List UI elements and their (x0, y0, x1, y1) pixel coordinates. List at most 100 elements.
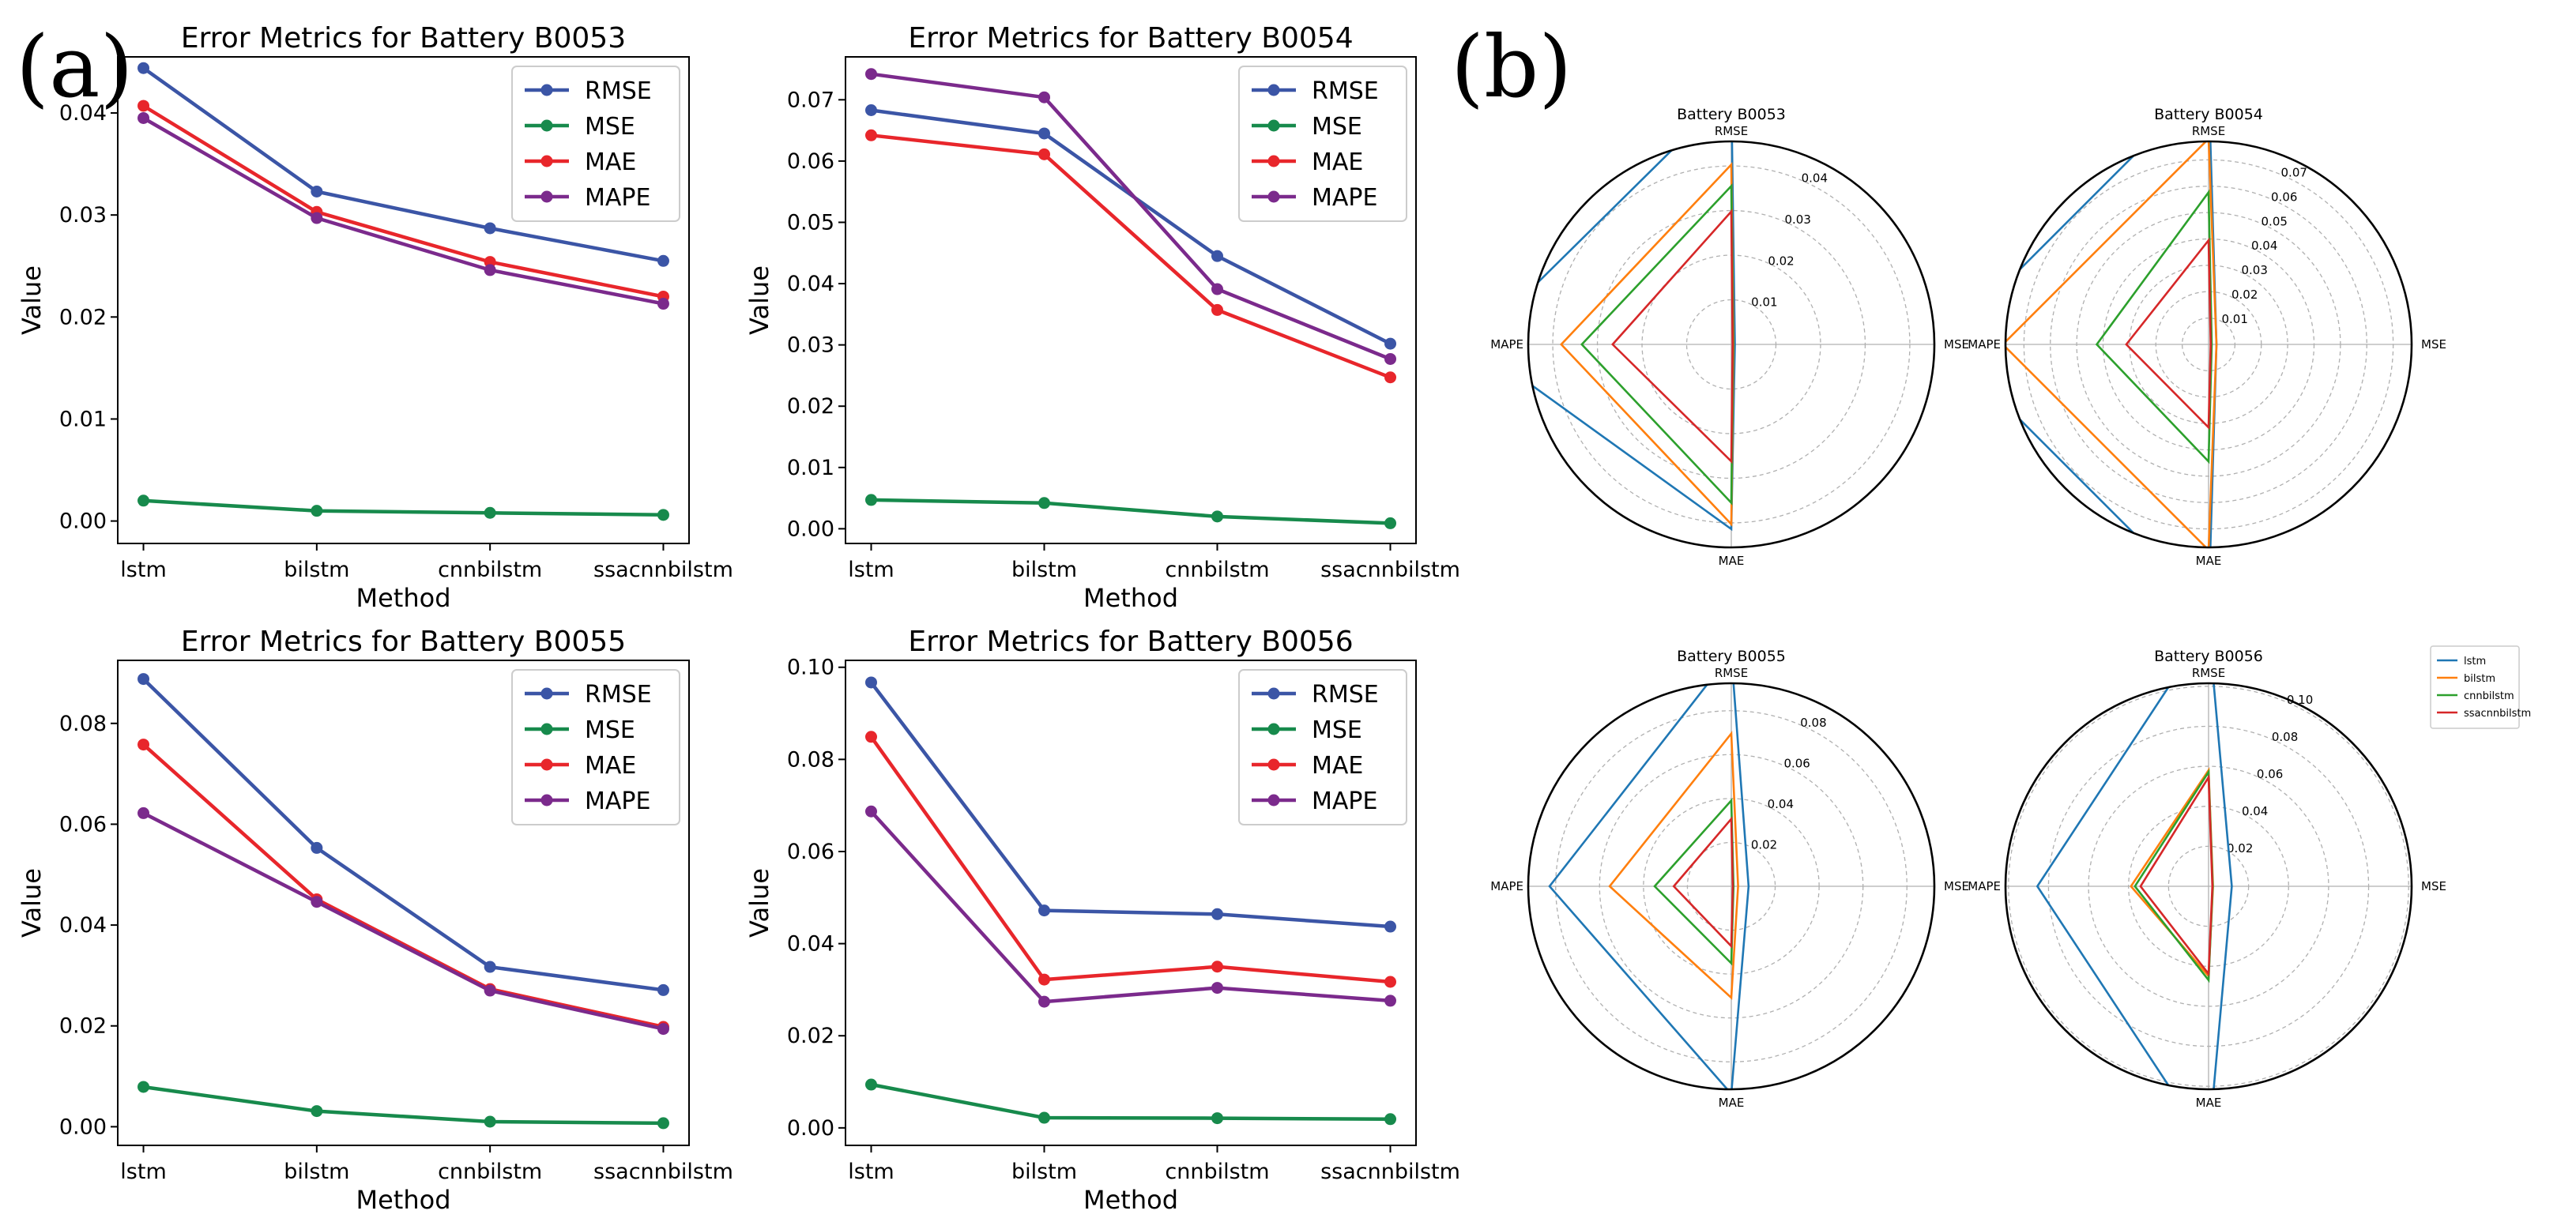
series-line-mse (143, 498, 664, 517)
radar-tick-label: 0.01 (2222, 312, 2248, 326)
legend-label: RMSE (585, 77, 652, 105)
radar-axis-label-mse: MSE (2421, 337, 2446, 352)
radar-axis-label-mae: MAE (1719, 1096, 1745, 1110)
data-point-mape (1038, 91, 1050, 103)
radar-series-group (2005, 141, 2218, 547)
legend-label: RMSE (1312, 77, 1379, 105)
radar-series-bilstm (1608, 731, 1739, 1000)
data-point-rmse (484, 222, 496, 235)
radar-axis-label-mae: MAE (2196, 554, 2222, 568)
legend-label: RMSE (1312, 681, 1379, 709)
charts-group: Error Metrics for Battery B00530.000.010… (17, 22, 2531, 1215)
radar-axis-label-mse: MSE (2421, 879, 2446, 893)
legend-box (1238, 66, 1407, 222)
radar-tick-label: 0.06 (2271, 190, 2297, 204)
x-tick-label: ssacnnbilstm (593, 558, 733, 582)
data-point-mape (657, 298, 669, 310)
series-line-mse (143, 1085, 664, 1126)
data-point-mse (657, 509, 669, 521)
radar-series-ssacnnbilstm (1672, 816, 1734, 949)
x-tick-label: ssacnnbilstm (1320, 558, 1460, 582)
radar-tick-label: 0.05 (2262, 214, 2288, 228)
radar-axis-label-mae: MAE (2196, 1096, 2222, 1110)
radar-tick-label: 0.10 (2287, 693, 2313, 707)
data-point-mae (1038, 973, 1050, 986)
legend-swatch-marker (540, 190, 553, 203)
data-point-mape (311, 212, 323, 224)
radar-axis-label-mape: MAPE (1968, 879, 2001, 893)
legend-label: MAE (1312, 752, 1363, 780)
radar-tick-label: 0.08 (1800, 716, 1826, 730)
radar-title: Battery B0053 (1677, 106, 1786, 123)
y-tick-label: 0.03 (59, 203, 107, 227)
radar-series-lstm (1528, 141, 1736, 532)
legend-label: MSE (585, 716, 635, 744)
x-tick-label: ssacnnbilstm (593, 1160, 733, 1184)
x-tick-label: ssacnnbilstm (1320, 1160, 1460, 1184)
legend-swatch-marker (540, 84, 553, 96)
radar-axis-label-mape: MAPE (1490, 879, 1523, 893)
legend-box (511, 66, 680, 222)
x-axis-label: Method (1083, 583, 1178, 613)
plot-frame (845, 56, 1417, 544)
radar-outer-ring (2004, 682, 2413, 1091)
series-line-mae (142, 104, 664, 299)
x-axis-label: Method (356, 583, 450, 613)
legend-swatch-marker (1267, 119, 1280, 132)
radar-axis-label-mse: MSE (1944, 879, 1969, 893)
legend-swatch-marker (1267, 687, 1280, 700)
data-point-rmse (311, 185, 323, 197)
chart-title: Error Metrics for Battery B0056 (908, 626, 1353, 658)
legend-swatch-marker (1267, 84, 1280, 96)
radar-tick-label: 0.06 (1783, 756, 1810, 770)
data-point-mape (1211, 982, 1224, 995)
y-tick-label: 0.01 (787, 456, 834, 480)
x-tick-label: lstm (120, 1160, 166, 1184)
data-point-mape (1211, 283, 1224, 295)
y-tick-label: 0.04 (787, 272, 834, 296)
series-line-rmse (142, 66, 664, 263)
data-point-mse (484, 1115, 496, 1128)
radar-series-ssacnnbilstm (2125, 237, 2213, 431)
x-tick-label: cnnbilstm (438, 1160, 542, 1184)
radar-title: Battery B0054 (2154, 106, 2263, 123)
series-line-mae (871, 133, 1392, 379)
x-tick-label: lstm (848, 1160, 894, 1184)
data-point-mae (1384, 976, 1397, 988)
y-tick-label: 0.06 (787, 149, 834, 174)
radar-legend-box (2430, 645, 2520, 729)
data-point-mape (484, 264, 496, 276)
x-tick-label: bilstm (1011, 1160, 1077, 1184)
data-point-mse (864, 494, 877, 506)
x-tick-label: bilstm (284, 558, 349, 582)
data-point-rmse (864, 103, 877, 116)
x-tick-label: bilstm (284, 1160, 349, 1184)
legend-swatch-marker (540, 758, 553, 771)
radar-tick-label: 0.04 (2251, 239, 2277, 253)
line-chart-4: Error Metrics for Battery B0056 0.00 0.02 0… (744, 626, 1460, 1215)
data-point-mape (657, 1023, 669, 1036)
y-tick-label: 0.04 (59, 913, 107, 938)
line-chart-3: Error Metrics for Battery B0055 0.00 0.02 0… (17, 626, 733, 1215)
radar-tick-label: 0.01 (1751, 295, 1777, 310)
y-axis-label: Value (744, 868, 774, 938)
radar-tick-label: 0.04 (1802, 171, 1828, 186)
data-point-mse (1211, 1112, 1224, 1125)
x-tick-label: cnnbilstm (438, 558, 542, 582)
data-point-mae (864, 731, 877, 743)
radar-axis-label-mse: MSE (1944, 337, 1969, 352)
radar-series-bilstm (2005, 141, 2218, 547)
data-point-mape (311, 896, 323, 908)
series-line-mape (871, 72, 1392, 361)
legend-swatch-marker (1267, 723, 1280, 735)
legend-box (1238, 669, 1407, 825)
data-point-mae (1038, 148, 1050, 160)
radar-tick-label: 0.07 (2281, 165, 2307, 179)
y-tick-label: 0.02 (787, 394, 834, 419)
radar-series-group (1548, 683, 1750, 1089)
data-point-rmse (1038, 904, 1050, 917)
data-point-mse (137, 1081, 150, 1093)
data-point-rmse (1384, 337, 1397, 350)
data-point-mse (1384, 517, 1397, 529)
